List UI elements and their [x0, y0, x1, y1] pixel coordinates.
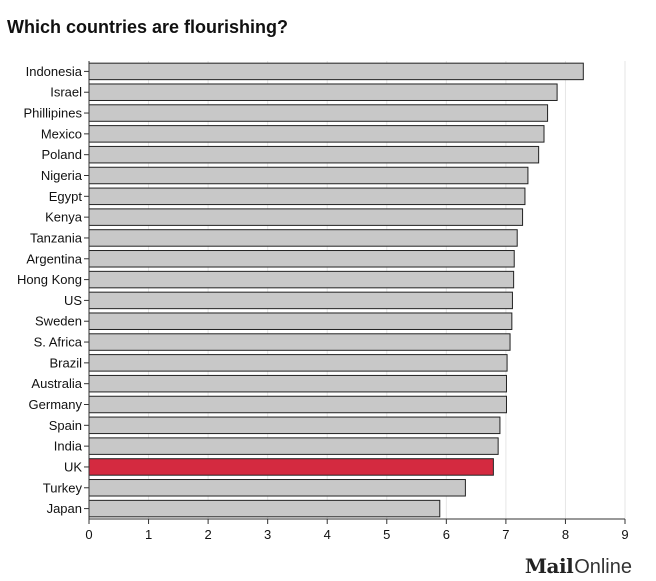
y-tick-label: UK [64, 459, 82, 474]
y-tick-label: US [64, 293, 82, 308]
y-tick-label: Tanzania [30, 230, 83, 245]
y-tick-label: Kenya [45, 210, 83, 225]
bar-australia [88, 374, 507, 393]
logo-online-text: Online [574, 556, 632, 578]
y-tick-label: Germany [29, 397, 83, 412]
chart-title: Which countries are flourishing? [7, 17, 289, 37]
bar-nigeria [88, 166, 529, 185]
bar-argentina [88, 250, 515, 268]
y-tick-label: Spain [49, 418, 82, 433]
bar-israel [88, 83, 558, 101]
bar-hong-kong [88, 270, 515, 289]
bar-turkey [88, 479, 466, 497]
y-tick-label: Brazil [49, 355, 82, 370]
y-tick-label: Sweden [35, 314, 82, 329]
y-tick-label: Hong Kong [17, 272, 82, 287]
y-tick-label: India [54, 439, 83, 454]
bar-s-africa [88, 333, 511, 351]
y-tick-label: Argentina [26, 251, 82, 266]
y-tick-label: Mexico [41, 126, 82, 141]
bar-mexico [88, 125, 545, 143]
x-tick-label: 8 [562, 527, 569, 542]
bar-japan [88, 499, 441, 518]
y-tick-label: Indonesia [26, 64, 83, 79]
axes: Indonesia Israel Phillipines Mexico Poland Ni… [17, 61, 629, 542]
bar-germany [88, 395, 507, 414]
y-tick-label: Phillipines [23, 106, 82, 121]
y-tick-label: Nigeria [41, 168, 83, 183]
mailonline-logo: MailOnline [525, 556, 632, 577]
x-tick-label: 0 [85, 527, 92, 542]
x-tick-label: 9 [621, 527, 628, 542]
bar-india [88, 437, 499, 455]
bar-us [88, 291, 513, 310]
x-tick-label: 2 [204, 527, 211, 542]
x-tick-label: 1 [145, 527, 152, 542]
bars [88, 62, 584, 518]
bar-poland [88, 145, 540, 164]
bar-egypt [88, 187, 526, 206]
y-tick-label: Egypt [49, 189, 83, 204]
x-tick-label: 3 [264, 527, 271, 542]
y-tick-label: S. Africa [34, 335, 83, 350]
bar-sweden [88, 312, 513, 330]
bar-uk [88, 458, 494, 476]
x-tick-label: 5 [383, 527, 390, 542]
y-tick-label: Australia [31, 376, 82, 391]
y-tick-label: Poland [42, 147, 82, 162]
x-tick-label: 6 [443, 527, 450, 542]
logo-mail-text: Mail [524, 554, 574, 578]
bar-tanzania [88, 229, 518, 247]
x-tick-label: 7 [502, 527, 509, 542]
x-tick-label: 4 [324, 527, 331, 542]
y-tick-label: Turkey [43, 480, 83, 495]
bar-spain [88, 416, 501, 435]
bar-brazil [88, 354, 508, 372]
bar-indonesia [88, 62, 584, 81]
y-tick-label: Israel [50, 85, 82, 100]
y-tick-label: Japan [47, 501, 82, 516]
bar-kenya [88, 208, 524, 226]
bar-phillipines [88, 104, 549, 122]
